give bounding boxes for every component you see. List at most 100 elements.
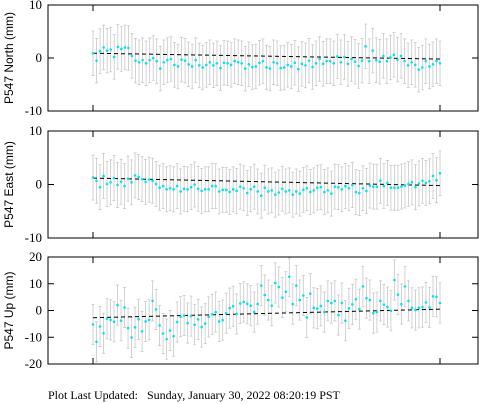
data-point (137, 318, 140, 321)
data-point (378, 60, 382, 64)
data-point (386, 305, 389, 309)
data-point (154, 182, 158, 186)
data-point (95, 179, 98, 183)
data-point (337, 313, 340, 317)
data-point (337, 185, 340, 189)
data-point (407, 299, 410, 303)
y-axis-label: P547 Up (mm) (2, 271, 16, 349)
data-point (221, 188, 224, 192)
data-point (360, 59, 364, 62)
data-point (186, 188, 189, 191)
data-point (386, 181, 389, 185)
data-point (200, 325, 203, 329)
data-point (137, 60, 141, 64)
data-point (375, 310, 379, 314)
plot-frame (47, 130, 479, 239)
data-point (319, 185, 323, 189)
data-point (254, 65, 258, 68)
data-point (231, 304, 235, 308)
data-point (172, 188, 175, 191)
data-point (144, 62, 148, 65)
data-point (207, 315, 210, 319)
data-point (350, 57, 353, 61)
data-point (151, 179, 154, 183)
data-point (294, 284, 298, 287)
data-point (298, 192, 302, 195)
data-point (109, 48, 113, 51)
data-point (424, 181, 428, 185)
data-point (396, 186, 400, 190)
data-point (215, 62, 219, 65)
data-point (193, 183, 196, 186)
data-point (109, 318, 112, 322)
data-point (182, 187, 186, 191)
data-point (277, 285, 281, 289)
data-point (217, 190, 221, 193)
data-point (297, 67, 300, 71)
data-point (263, 186, 267, 190)
data-point (291, 193, 295, 196)
y-axis-label: P547 East (mm) (2, 141, 16, 228)
data-point (374, 58, 378, 62)
data-point (162, 60, 166, 64)
data-point (421, 179, 424, 183)
data-point (279, 66, 282, 70)
data-point (312, 189, 316, 192)
data-point (179, 315, 182, 318)
data-point (400, 185, 403, 188)
data-point (273, 281, 277, 285)
data-point (231, 188, 235, 191)
data-point (289, 65, 293, 68)
data-point (116, 183, 119, 187)
data-point (421, 305, 424, 309)
plot-frame (47, 256, 479, 365)
data-point (112, 55, 116, 59)
data-point (410, 181, 414, 184)
data-point (137, 175, 140, 179)
data-point (413, 63, 417, 67)
data-point (385, 59, 389, 63)
y-tick-label: -10 (25, 329, 42, 344)
data-point (251, 65, 254, 69)
data-point (407, 182, 410, 186)
data-point (272, 60, 275, 64)
data-point (229, 63, 233, 67)
data-point (266, 298, 270, 302)
data-point (343, 55, 346, 59)
data-point (95, 340, 98, 344)
data-point (105, 317, 109, 321)
data-point (130, 181, 133, 184)
data-point (428, 179, 431, 183)
data-point (133, 174, 137, 177)
data-point (336, 55, 339, 58)
data-point (438, 62, 442, 65)
data-point (172, 334, 175, 338)
data-point (155, 59, 159, 63)
panel-1: 10 0 -10 P547 North (mm) (2, 0, 479, 118)
data-point (256, 302, 260, 306)
data-point (275, 62, 279, 65)
data-point (203, 188, 207, 191)
panel-3: 20 10 0 -10 -20 P547 Up (mm) (2, 249, 479, 371)
data-point (365, 296, 368, 300)
data-point (287, 189, 291, 192)
data-point (340, 301, 344, 305)
data-point (302, 294, 305, 297)
data-point (247, 63, 251, 66)
data-point (116, 45, 120, 49)
data-point (127, 46, 130, 50)
data-point (438, 171, 442, 175)
data-point (214, 310, 217, 314)
data-point (309, 190, 312, 194)
data-point (119, 319, 123, 322)
data-point (187, 63, 190, 66)
data-point (151, 56, 155, 60)
data-point (148, 58, 151, 62)
data-point (277, 191, 281, 194)
data-point (305, 186, 309, 190)
y-tick-label: -10 (25, 230, 42, 245)
data-point (438, 301, 442, 305)
data-point (302, 188, 305, 192)
data-point (280, 296, 284, 299)
data-point (242, 186, 246, 190)
